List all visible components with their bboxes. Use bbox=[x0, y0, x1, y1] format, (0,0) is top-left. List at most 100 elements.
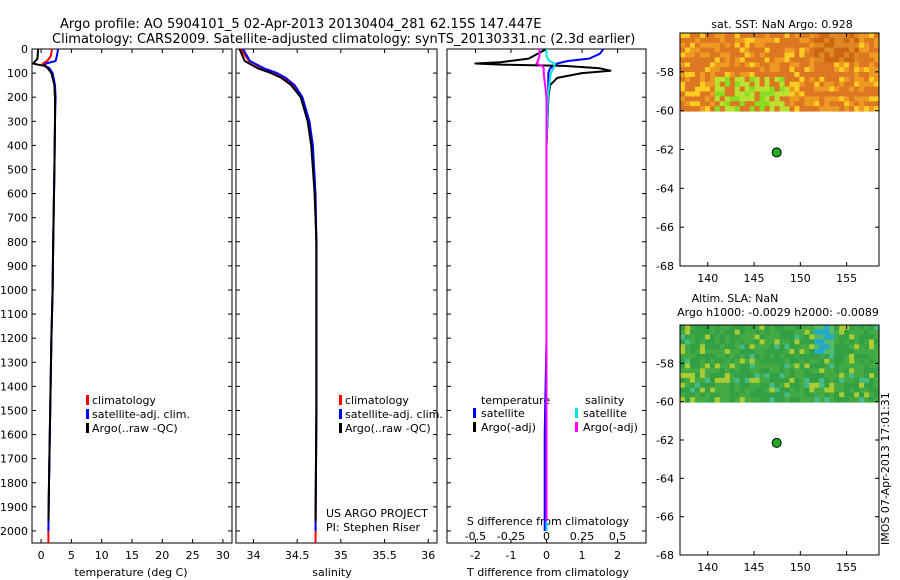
heatmap-cell bbox=[719, 47, 726, 54]
heatmap-cell bbox=[699, 392, 706, 398]
heatmap-cell bbox=[779, 334, 786, 340]
heatmap-cell bbox=[859, 358, 865, 365]
heatmap-cell bbox=[704, 387, 711, 393]
lat-tick-label: -60 bbox=[656, 105, 674, 118]
heatmap-cell bbox=[849, 325, 855, 331]
heatmap-cell bbox=[719, 33, 726, 39]
heatmap-cell bbox=[794, 344, 800, 350]
heatmap-cell bbox=[779, 37, 786, 44]
heatmap-cell bbox=[749, 387, 756, 393]
heatmap-cell bbox=[704, 57, 711, 63]
heatmap-cell bbox=[714, 368, 721, 374]
heatmap-cell bbox=[779, 52, 786, 58]
heatmap-cell bbox=[794, 57, 800, 63]
depth-tick-label: 900 bbox=[7, 260, 28, 273]
heatmap-cell bbox=[819, 334, 825, 340]
heatmap-cell bbox=[849, 368, 855, 374]
heatmap-cell bbox=[809, 397, 815, 403]
heatmap-cell bbox=[754, 52, 761, 58]
heatmap-cell bbox=[804, 47, 810, 54]
heatmap-cell bbox=[729, 76, 736, 83]
heatmap-cell bbox=[685, 397, 691, 403]
heatmap-cell bbox=[759, 81, 766, 88]
series-line-argo-raw-qc- bbox=[32, 48, 56, 522]
heatmap-cell bbox=[694, 358, 701, 365]
heatmap-cell bbox=[819, 37, 825, 44]
heatmap-cell bbox=[744, 363, 751, 369]
heatmap-cell bbox=[749, 344, 756, 350]
heatmap-cell bbox=[799, 339, 805, 345]
heatmap-cell bbox=[709, 382, 716, 389]
heatmap-cell bbox=[694, 373, 701, 379]
heatmap-cell bbox=[734, 353, 741, 360]
heatmap-cell bbox=[764, 62, 771, 68]
pi-label: PI: Stephen Riser bbox=[326, 521, 421, 534]
heatmap-cell bbox=[764, 33, 771, 39]
heatmap-cell bbox=[744, 67, 751, 73]
heatmap-cell bbox=[754, 86, 761, 93]
heatmap-cell bbox=[734, 52, 741, 58]
heatmap-cell bbox=[714, 52, 721, 58]
heatmap-cell bbox=[764, 72, 771, 78]
heatmap-cell bbox=[729, 42, 736, 49]
heatmap-cell bbox=[714, 349, 721, 355]
heatmap-cell bbox=[809, 76, 815, 83]
heatmap-cell bbox=[714, 57, 721, 63]
heatmap-cell bbox=[739, 81, 746, 88]
heatmap-cell bbox=[754, 334, 761, 340]
heatmap-cell bbox=[714, 47, 721, 54]
heatmap-cell bbox=[739, 42, 746, 49]
heatmap-cell bbox=[680, 325, 686, 331]
heatmap-cell bbox=[859, 387, 865, 393]
heatmap-cell bbox=[844, 353, 850, 360]
heatmap-cell bbox=[704, 368, 711, 374]
heatmap-cell bbox=[874, 339, 880, 345]
heatmap-cell bbox=[789, 344, 796, 350]
heatmap-cell bbox=[774, 96, 781, 102]
heatmap-cell bbox=[809, 344, 815, 350]
heatmap-cell bbox=[794, 358, 800, 365]
heatmap-cell bbox=[854, 37, 860, 44]
heatmap-cell bbox=[699, 72, 706, 78]
heatmap-cell bbox=[789, 81, 796, 88]
heatmap-cell bbox=[699, 57, 706, 63]
heatmap-cell bbox=[744, 392, 751, 398]
heatmap-cell bbox=[869, 101, 875, 107]
heatmap-cell bbox=[714, 344, 721, 350]
heatmap-cell bbox=[714, 76, 721, 83]
heatmap-cell bbox=[724, 47, 731, 54]
heatmap-cell bbox=[864, 101, 870, 107]
heatmap-cell bbox=[724, 397, 731, 403]
heatmap-cell bbox=[734, 81, 741, 88]
heatmap-cell bbox=[734, 72, 741, 78]
heatmap-cell bbox=[779, 387, 786, 393]
heatmap-cell bbox=[685, 52, 691, 58]
heatmap-cell bbox=[719, 349, 726, 355]
heatmap-cell bbox=[829, 392, 835, 398]
heatmap-cell bbox=[769, 392, 776, 398]
heatmap-cell bbox=[854, 33, 860, 39]
heatmap-cell bbox=[749, 358, 756, 365]
heatmap-cell bbox=[814, 72, 820, 78]
heatmap-cell bbox=[694, 339, 701, 345]
heatmap-cell bbox=[744, 368, 751, 374]
heatmap-cell bbox=[784, 72, 791, 78]
heatmap-cell bbox=[789, 62, 796, 68]
heatmap-cell bbox=[784, 377, 791, 384]
heatmap-cell bbox=[759, 37, 766, 44]
heatmap-cell bbox=[714, 382, 721, 389]
heatmap-cell bbox=[804, 101, 810, 107]
heatmap-cell bbox=[864, 62, 870, 68]
heatmap-cell bbox=[784, 33, 791, 39]
heatmap-cell bbox=[779, 33, 786, 39]
heatmap-cell bbox=[680, 382, 686, 389]
heatmap-cell bbox=[829, 52, 835, 58]
heatmap-cell bbox=[809, 373, 815, 379]
heatmap-cell bbox=[839, 76, 845, 83]
heatmap-cell bbox=[719, 377, 726, 384]
heatmap-cell bbox=[714, 81, 721, 88]
heatmap-cell bbox=[709, 344, 716, 350]
heatmap-cell bbox=[744, 57, 751, 63]
heatmap-cell bbox=[724, 76, 731, 83]
